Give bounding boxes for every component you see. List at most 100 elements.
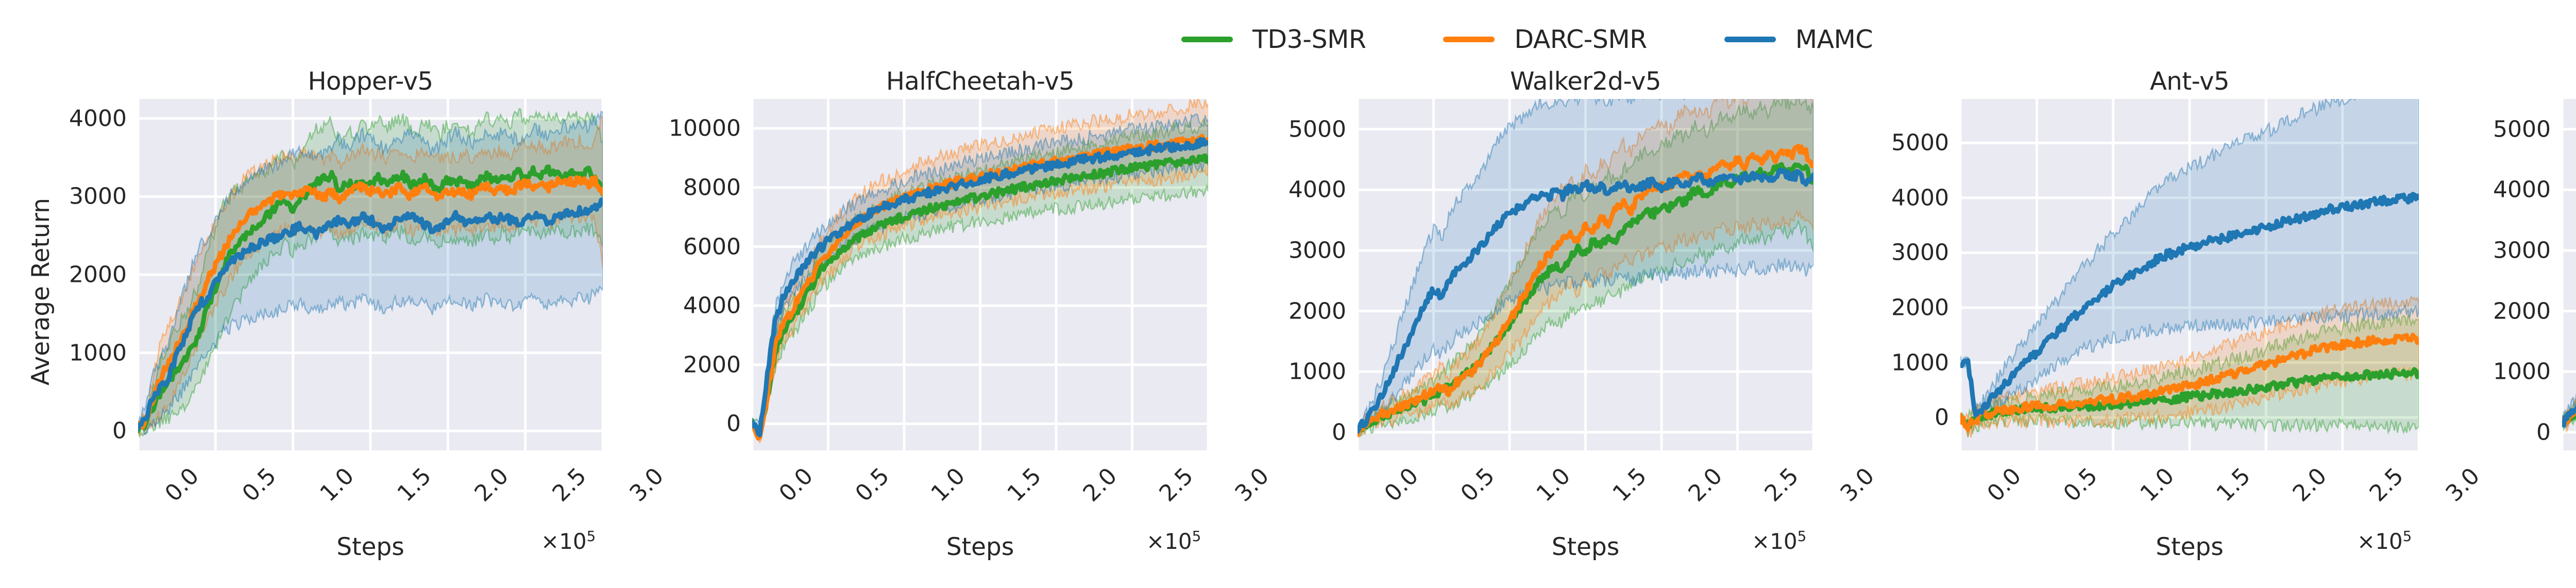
plot-area — [1960, 99, 2419, 450]
panel-humanoid-v5: Humanoid-v50100020003000400050000.00.51.… — [2439, 62, 2576, 588]
plot-area — [1358, 99, 1814, 450]
x-tick-label: 0.5 — [2058, 463, 2103, 507]
x-offset-mantissa: ×10 — [1752, 529, 1798, 554]
x-tick-label: 2.0 — [469, 463, 514, 507]
panel-title: Walker2d-v5 — [1510, 67, 1661, 96]
y-tick-label: 2000 — [1891, 294, 1949, 321]
confidence-band-darc-smr — [752, 99, 1208, 444]
legend-entry-darc-smr[interactable]: DARC-SMR — [1443, 25, 1647, 54]
series-line-mamc — [1960, 192, 2419, 417]
panel-title: Ant-v5 — [2149, 67, 2230, 96]
x-axis-label: Steps — [1551, 533, 1620, 561]
legend-label: DARC-SMR — [1514, 25, 1647, 54]
y-tick-label: 1000 — [69, 340, 127, 366]
x-offset-mantissa: ×10 — [541, 529, 587, 554]
x-tick-label: 0.0 — [774, 463, 819, 507]
confidence-band-mamc — [2562, 393, 2576, 429]
y-tick-label: 2000 — [2493, 298, 2551, 325]
legend-line-icon — [1181, 37, 1233, 42]
confidence-band-mamc — [1960, 99, 2419, 424]
x-axis-offset-text: ×105 — [2357, 528, 2412, 554]
y-tick-label: 0 — [726, 410, 741, 437]
plot-area — [752, 99, 1208, 450]
x-tick-label: 0.5 — [1455, 463, 1500, 507]
y-tick-label: 1000 — [1891, 349, 1949, 376]
panel-title: Hopper-v5 — [308, 67, 433, 96]
y-tick-label: 3000 — [2493, 237, 2551, 264]
x-tick-label: 1.0 — [2135, 463, 2179, 507]
panel-row: Hopper-v5 Average Return 0 1000 2000 3000 4000… — [0, 62, 2576, 588]
y-tick-label: 8000 — [683, 174, 741, 201]
legend-label: TD3-SMR — [1252, 25, 1366, 54]
x-axis-label: Steps — [336, 533, 404, 561]
y-tick-label: 2000 — [69, 261, 127, 288]
x-offset-mantissa: ×10 — [2357, 529, 2403, 554]
x-tick-label: 1.5 — [2211, 463, 2256, 507]
x-tick-label: 0.0 — [1379, 463, 1424, 507]
panel-title: Humanoid-v5 — [2562, 67, 2576, 96]
x-axis-label: Steps — [946, 533, 1014, 561]
panel-hopper-v5: Hopper-v5 Average Return 0 1000 2000 3000 4000… — [0, 62, 669, 588]
x-tick-label: 1.5 — [1002, 463, 1046, 507]
plot-canvas — [752, 99, 1208, 450]
x-axis-offset-text: ×105 — [541, 528, 596, 554]
y-tick-label: 4000 — [1891, 184, 1949, 211]
series-line-darc-smr — [138, 175, 603, 431]
y-tick-label: 0 — [1935, 404, 1949, 431]
panel-halfcheetah-v5: HalfCheetah-v5 0 2000 4000 6000 8000 10000 0.0 0… — [623, 62, 1274, 588]
grid-lines — [1358, 99, 1814, 450]
plot-canvas — [1960, 99, 2419, 450]
x-axis-label: Steps — [2156, 533, 2224, 561]
x-tick-label: 1.0 — [315, 463, 359, 507]
x-tick-label: 0.0 — [1982, 463, 2027, 507]
y-tick-label: 3000 — [1891, 239, 1949, 266]
panel-title: HalfCheetah-v5 — [886, 67, 1075, 96]
x-tick-label: 1.0 — [1531, 463, 1576, 507]
confidence-band-td3-smr — [2562, 400, 2576, 431]
series-line-td3-smr — [138, 164, 603, 433]
y-tick-label: 5000 — [1289, 116, 1346, 143]
x-tick-label: 2.0 — [1683, 463, 1728, 507]
series-line-darc-smr — [2562, 409, 2576, 426]
panel-walker2d-v5: Walker2d-v5 0 1000 2000 3000 4000 5000 0.0 0.5 1.… — [1229, 62, 1879, 588]
y-tick-label: 1000 — [1289, 358, 1346, 385]
y-tick-label: 1000 — [2493, 358, 2551, 385]
y-tick-label: 3000 — [69, 183, 127, 210]
grid-lines — [2562, 99, 2576, 450]
confidence-band-darc-smr — [2562, 398, 2576, 434]
y-tick-label: 4000 — [69, 105, 127, 132]
x-offset-exponent: 5 — [1192, 528, 1201, 545]
x-tick-label: 0.5 — [237, 463, 282, 507]
x-tick-label: 2.5 — [1154, 463, 1198, 507]
x-tick-label: 1.5 — [1607, 463, 1652, 507]
x-tick-label: 2.0 — [1078, 463, 1123, 507]
x-tick-label: 2.5 — [1759, 463, 1804, 507]
series-line-mamc — [1358, 167, 1814, 434]
x-tick-label: 2.0 — [2287, 463, 2332, 507]
series-line-mamc — [2562, 405, 2576, 428]
confidence-band-mamc — [1358, 99, 1814, 436]
plot-area — [138, 99, 603, 450]
y-tick-label: 4000 — [683, 292, 741, 319]
x-tick-label: 2.5 — [547, 463, 591, 507]
panel-ant-v5: Ant-v5 0 1000 2000 3000 4000 5000 0.0 0.5 1.0 1.5 2… — [1834, 62, 2485, 588]
legend-entry-mamc[interactable]: MAMC — [1724, 25, 1873, 54]
x-offset-exponent: 5 — [1797, 528, 1807, 545]
x-tick-label: 1.5 — [392, 463, 437, 507]
x-offset-exponent: 5 — [2402, 528, 2412, 545]
y-tick-label: 0 — [2536, 419, 2551, 446]
y-tick-label: 4000 — [2493, 176, 2551, 203]
y-tick-label: 4000 — [1289, 176, 1346, 203]
x-tick-label: 1.0 — [926, 463, 971, 507]
y-tick-label: 0 — [112, 417, 127, 444]
legend-line-icon — [1443, 37, 1495, 42]
series-line-td3-smr — [752, 153, 1208, 436]
x-axis-label: Steps — [2562, 533, 2576, 561]
series-line-darc-smr — [1358, 143, 1814, 438]
legend-line-icon — [1724, 37, 1776, 42]
x-tick-label: 2.5 — [2364, 463, 2409, 507]
series-line-darc-smr — [1960, 332, 2419, 432]
legend-entry-td3-smr[interactable]: TD3-SMR — [1181, 25, 1366, 54]
series-line-td3-smr — [1960, 367, 2419, 429]
